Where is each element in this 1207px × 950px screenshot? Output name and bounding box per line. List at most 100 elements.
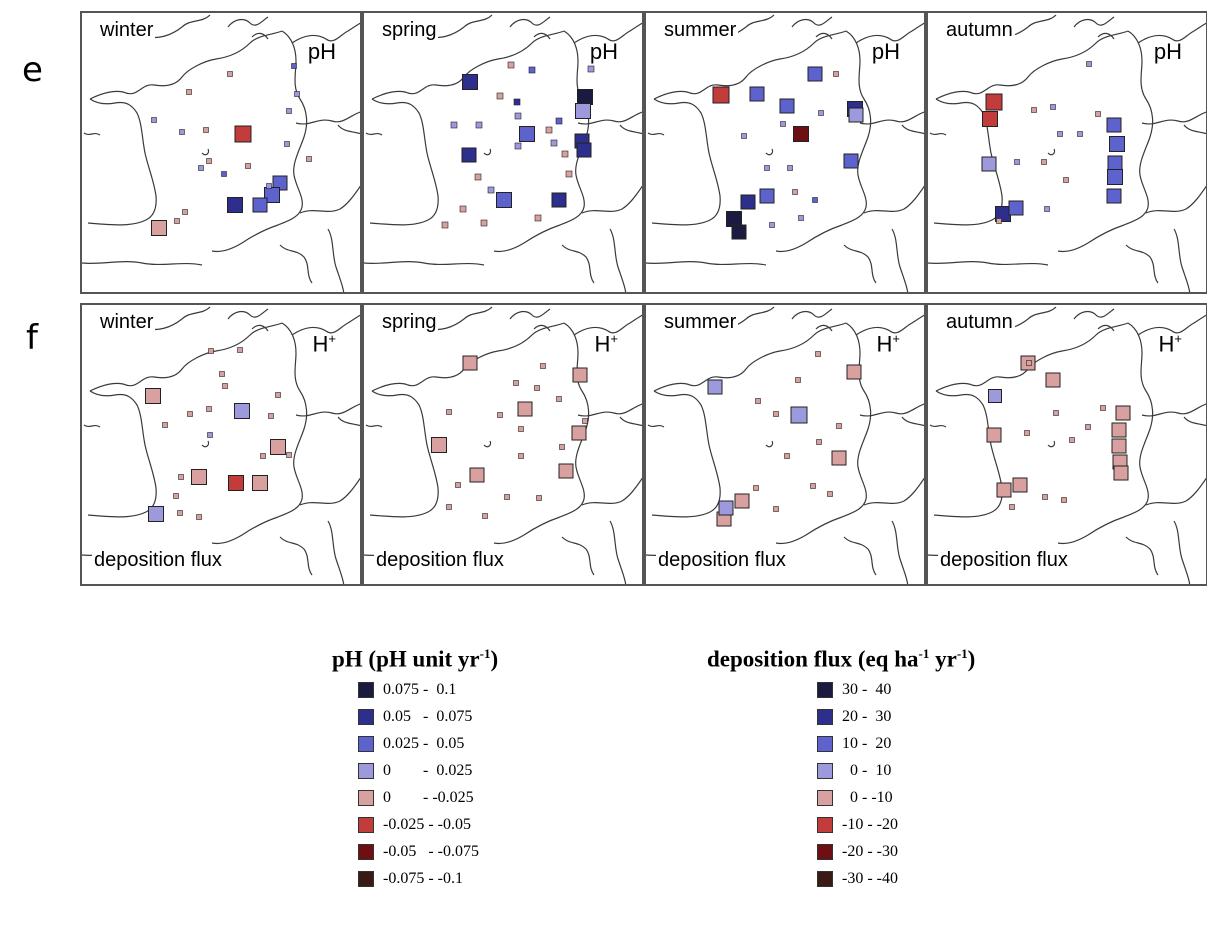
coastline-3 — [855, 22, 924, 44]
site-marker — [182, 209, 188, 215]
site-marker — [816, 439, 822, 445]
row-label-f: f — [26, 318, 38, 358]
coastline-3 — [855, 314, 924, 336]
coastline-0 — [87, 98, 157, 226]
legend-swatch — [358, 870, 374, 887]
map-panel-f-autumn: autumn H+ deposition flux — [926, 303, 1207, 586]
site-marker — [462, 74, 478, 90]
site-marker — [519, 126, 535, 142]
site-marker — [764, 165, 770, 171]
coastline-13 — [201, 440, 210, 448]
map-grid: winter pH spring pH summer pH autumn pH winter H+… — [80, 11, 1207, 596]
season-label: spring — [380, 311, 439, 334]
site-marker — [556, 396, 562, 402]
coastline-9 — [1097, 324, 1115, 332]
site-marker — [550, 139, 558, 147]
legend-item: -0.075 - -0.1 — [358, 865, 479, 892]
site-marker — [1024, 430, 1030, 436]
site-marker — [534, 214, 542, 222]
site-marker — [769, 222, 775, 228]
coastline-0 — [369, 98, 439, 226]
site-marker — [222, 383, 228, 389]
coastline-11 — [82, 260, 203, 266]
site-marker — [740, 194, 756, 210]
coastline-2 — [211, 30, 308, 253]
coastline-5 — [1145, 477, 1206, 506]
coastline-1 — [89, 322, 283, 392]
coastline-12 — [561, 244, 595, 284]
legend-flux-list: 30 - 40 20 - 30 10 - 20 0 - 10 0 - -10 -10 … — [817, 676, 898, 892]
site-marker — [1085, 424, 1091, 430]
legend-range-label: -0.05 - -0.075 — [383, 842, 479, 860]
site-marker — [487, 186, 495, 194]
coastline-5 — [581, 477, 642, 506]
site-marker — [1113, 465, 1129, 481]
coastline-8 — [509, 16, 551, 28]
coastline-2 — [1057, 322, 1154, 545]
site-marker — [514, 112, 522, 120]
parameter-label: pH — [589, 39, 618, 64]
legend-swatch — [817, 816, 833, 833]
site-marker — [507, 61, 515, 69]
site-marker — [827, 491, 833, 497]
legend-swatch — [817, 789, 833, 806]
legend-range-label: 20 - 30 — [842, 707, 892, 725]
legend-item: 0.075 - 0.1 — [358, 676, 479, 703]
legend-range-label: -20 - -30 — [842, 842, 898, 860]
site-marker — [1107, 155, 1123, 171]
site-marker — [571, 425, 587, 441]
coastline-14 — [647, 132, 665, 136]
site-marker — [174, 218, 180, 224]
site-marker — [482, 513, 488, 519]
site-marker — [1077, 131, 1083, 137]
legend-item: 30 - 40 — [817, 676, 898, 703]
site-marker — [294, 91, 300, 97]
coastline-8 — [227, 16, 269, 28]
site-marker — [446, 409, 452, 415]
site-marker — [734, 493, 750, 509]
legend-range-label: 0.075 - 0.1 — [383, 680, 457, 698]
site-marker — [1009, 504, 1015, 510]
season-label: summer — [662, 19, 739, 42]
coastline-5 — [299, 477, 360, 506]
coastline-6 — [609, 520, 627, 584]
coastline-2 — [493, 30, 590, 253]
site-marker — [1008, 200, 1024, 216]
site-marker — [145, 388, 161, 404]
site-marker — [555, 117, 563, 125]
coastline-10 — [337, 416, 360, 427]
parameter-label: pH — [1153, 39, 1182, 64]
legend-swatch — [358, 843, 374, 860]
site-marker — [196, 514, 202, 520]
site-marker — [1041, 159, 1047, 165]
coastline-12 — [1125, 244, 1159, 284]
site-marker — [981, 156, 997, 172]
site-marker — [558, 463, 574, 479]
site-marker — [1044, 206, 1050, 212]
site-marker — [731, 224, 747, 240]
parameter-label: H+ — [1158, 331, 1182, 357]
coastline-11 — [364, 260, 485, 266]
map-panel-e-spring: spring pH — [362, 11, 644, 294]
deposition-flux-label: deposition flux — [374, 549, 506, 572]
coastline-4 — [859, 403, 924, 417]
site-marker — [986, 427, 1002, 443]
site-marker — [996, 482, 1012, 498]
site-marker — [536, 495, 542, 501]
site-marker — [497, 412, 503, 418]
legend-swatch — [817, 735, 833, 752]
site-marker — [151, 220, 167, 236]
site-marker — [237, 347, 243, 353]
site-marker — [818, 110, 824, 116]
site-marker — [582, 418, 588, 424]
coastline-12 — [279, 536, 313, 576]
site-marker — [753, 485, 759, 491]
coastline-5 — [581, 185, 642, 214]
coastline-14 — [929, 132, 947, 136]
site-marker — [1106, 188, 1122, 204]
site-marker — [749, 86, 765, 102]
site-marker — [773, 506, 779, 512]
season-label: summer — [662, 311, 739, 334]
site-marker — [203, 127, 209, 133]
coastline-4 — [1141, 111, 1206, 125]
